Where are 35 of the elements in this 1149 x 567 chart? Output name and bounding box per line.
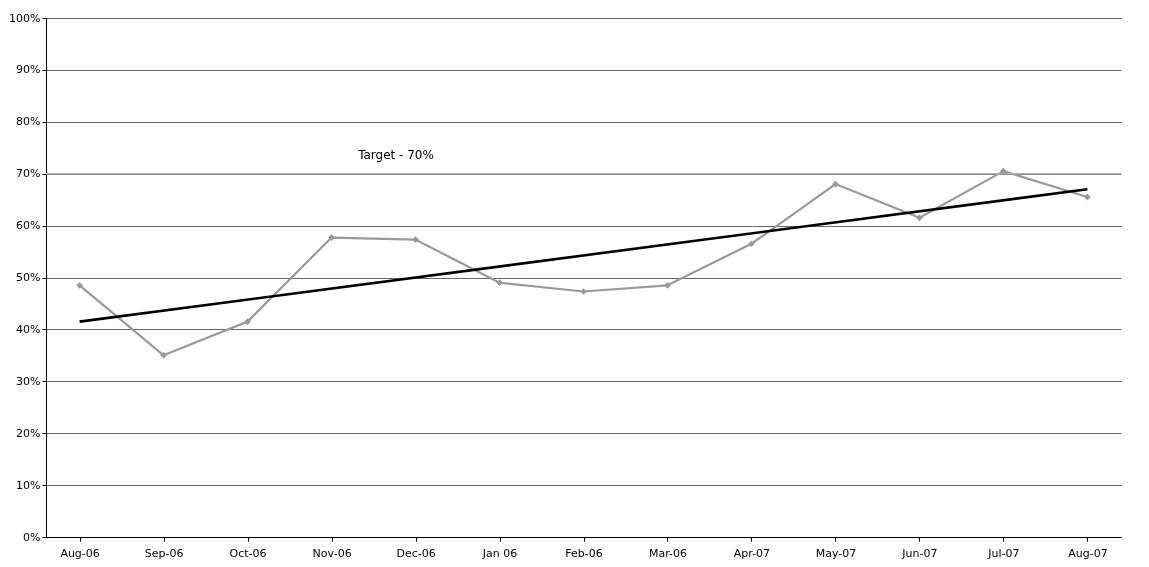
x-tick-label: Aug-07	[1068, 546, 1108, 560]
y-tick-label: 50%	[16, 271, 41, 284]
x-tick-label: Apr-07	[733, 546, 771, 560]
x-tick-label: Sep-06	[144, 546, 184, 560]
point	[76, 281, 83, 289]
x-tick-label: Jan 06	[481, 546, 518, 560]
point	[160, 352, 167, 359]
x-tick-label: Mar-06	[648, 546, 687, 560]
y-tick-label: 40%	[16, 322, 41, 336]
point	[496, 279, 503, 287]
y-tick-label: 90%	[16, 63, 41, 77]
y-tick-label: 60%	[16, 219, 41, 233]
point	[244, 318, 251, 325]
x-tick-label: Jul-07	[987, 546, 1020, 560]
y-tick-label: 10%	[16, 478, 41, 492]
point	[328, 234, 335, 241]
y-tick-label: 30%	[16, 374, 41, 388]
x-tick-label: Nov-06	[312, 546, 352, 560]
x-tick-label: Feb-06	[565, 546, 603, 560]
y-tick-label: 100%	[9, 11, 41, 25]
y-tick-label: 20%	[16, 426, 41, 440]
y-tick-label: 70%	[16, 167, 41, 181]
x-tick-label: Dec-06	[396, 546, 436, 560]
ref-line-label: Target - 70%	[357, 147, 434, 162]
x-tick-label: May-07	[815, 546, 857, 560]
point	[916, 214, 923, 222]
point	[412, 236, 419, 243]
y-tick-label: 80%	[16, 115, 41, 129]
point	[664, 281, 671, 289]
y-tick-label: 0%	[23, 530, 41, 544]
x-tick-label: Oct-06	[229, 546, 267, 560]
point	[580, 288, 587, 295]
point	[748, 240, 755, 248]
x-tick-label: Jun-07	[901, 546, 938, 560]
x-tick-label: Aug-06	[60, 546, 100, 560]
